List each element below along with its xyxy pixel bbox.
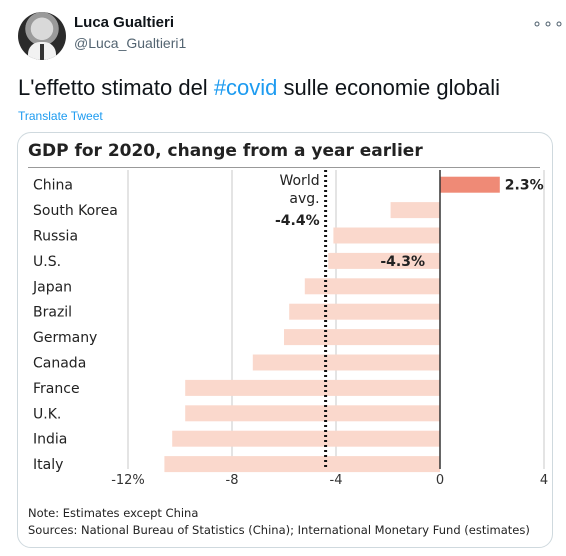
tick-label: -12%: [111, 473, 145, 488]
bar: [328, 252, 440, 269]
data-label: 2.3%: [505, 178, 544, 194]
bar: [185, 379, 440, 396]
bar-chart: China South Korea Russia U.S. Japan Brazil Ger…: [32, 170, 548, 488]
chart-title: GDP for 2020, change from a year earlier: [28, 141, 423, 161]
tweet-text-start: L'effetto stimato del: [18, 75, 214, 100]
hashtag-link[interactable]: #covid: [213, 75, 278, 100]
category-label: Canada: [33, 356, 86, 372]
author-name[interactable]: Luca Gualtieri: [74, 14, 175, 31]
bar: [172, 430, 440, 447]
data-label: -4.3%: [380, 254, 425, 270]
tick-label: -4: [330, 473, 343, 488]
avatar-tie: [40, 44, 44, 60]
bar: [252, 354, 440, 371]
category-label: France: [33, 381, 80, 397]
tick-label: 4: [540, 473, 548, 488]
category-label: India: [33, 432, 67, 448]
tick-label: 0: [436, 473, 444, 488]
title-divider: [28, 167, 540, 168]
avatar[interactable]: [18, 12, 66, 60]
bar: [164, 456, 440, 473]
bar: [304, 278, 440, 295]
chart-notes: Note: Estimates except China Sources: Na…: [28, 505, 530, 539]
category-label: China: [33, 178, 73, 194]
category-label: Germany: [33, 330, 97, 346]
bar: [440, 176, 500, 193]
author-handle[interactable]: @Luca_Gualtieri1: [74, 35, 187, 51]
chart-sources: Sources: National Bureau of Statistics (…: [28, 523, 530, 537]
translate-tweet-link[interactable]: Translate Tweet: [18, 109, 103, 123]
media-card[interactable]: GDP for 2020, change from a year earlier…: [17, 132, 553, 548]
bar: [333, 227, 440, 244]
more-options-icon[interactable]: ∘∘∘: [532, 16, 566, 33]
category-label: Japan: [32, 279, 72, 295]
category-label: U.K.: [33, 406, 61, 422]
tick-label: -8: [226, 473, 239, 488]
bar: [289, 303, 440, 320]
category-label: Russia: [33, 229, 78, 245]
tweet-text: L'effetto stimato del #covid sulle econo…: [18, 74, 500, 102]
world-average-value: -4.4%: [275, 213, 320, 229]
category-label: Italy: [33, 457, 63, 473]
category-label: U.S.: [33, 254, 61, 270]
category-label: South Korea: [33, 203, 118, 219]
bar: [390, 202, 440, 219]
bar: [185, 405, 440, 422]
bar: [284, 329, 440, 346]
chart-note: Note: Estimates except China: [28, 506, 199, 520]
world-average-label: World: [279, 173, 319, 189]
tweet-text-end: sulle economie globali: [277, 75, 500, 100]
category-label: Brazil: [33, 305, 72, 321]
world-average-label: avg.: [289, 191, 319, 207]
